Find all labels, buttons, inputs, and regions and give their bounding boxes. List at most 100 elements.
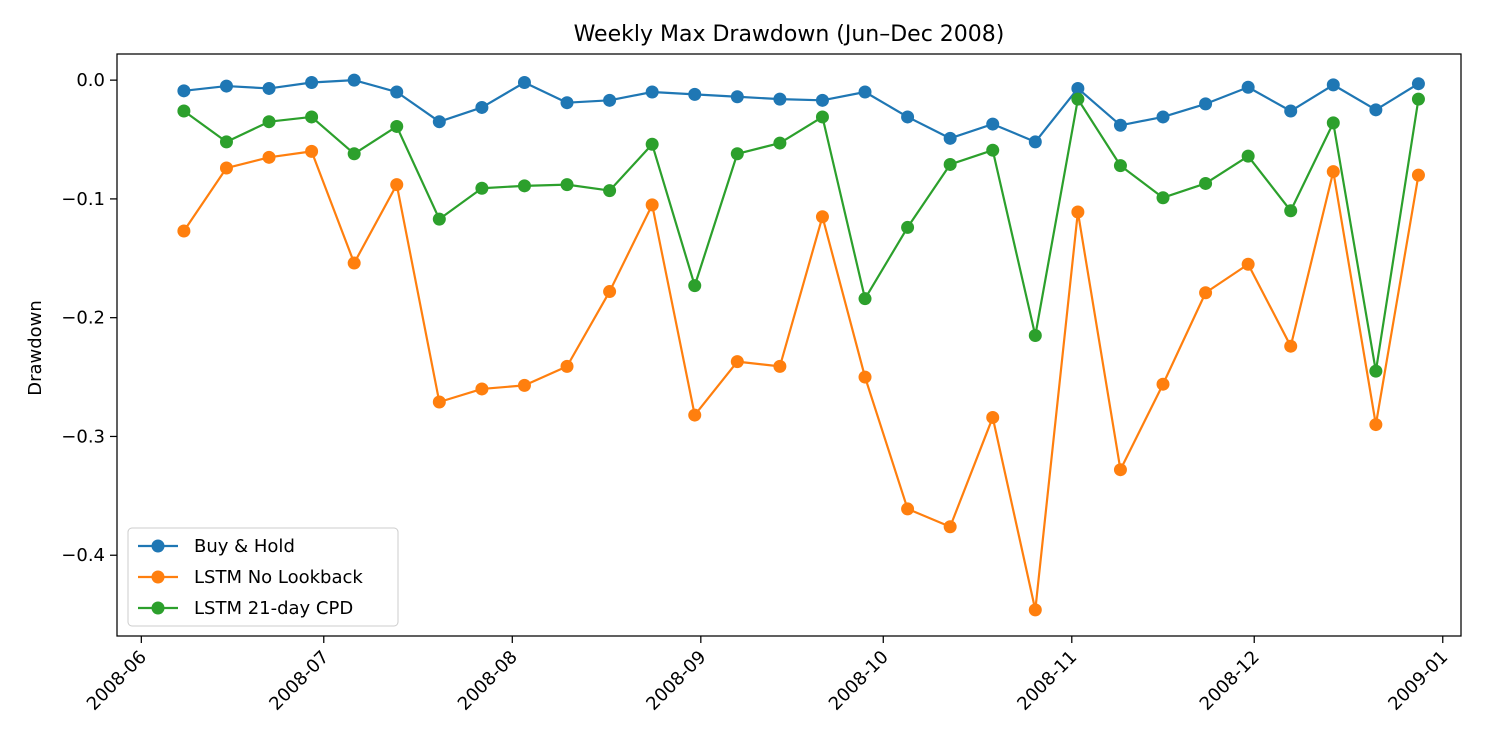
y-tick-label: 0.0 <box>76 70 105 91</box>
data-point <box>475 382 489 396</box>
y-tick-label: −0.2 <box>61 308 105 329</box>
data-point <box>305 110 319 124</box>
data-point <box>603 285 617 299</box>
data-point <box>773 136 787 150</box>
data-point <box>773 359 787 373</box>
data-point <box>645 198 659 212</box>
data-point <box>645 85 659 99</box>
data-point <box>390 119 404 133</box>
data-point <box>1241 80 1255 94</box>
data-point <box>815 93 829 107</box>
data-point <box>730 147 744 161</box>
data-point <box>432 395 446 409</box>
data-point <box>1326 165 1340 179</box>
data-point <box>1326 78 1340 92</box>
legend-marker <box>151 539 165 553</box>
data-point <box>347 256 361 270</box>
legend-label: Buy & Hold <box>194 536 295 557</box>
data-point <box>517 179 531 193</box>
data-point <box>603 93 617 107</box>
data-point <box>1156 110 1170 124</box>
data-point <box>1199 176 1213 190</box>
data-point <box>858 370 872 384</box>
data-point <box>1028 328 1042 342</box>
data-point <box>1326 116 1340 130</box>
data-point <box>1411 168 1425 182</box>
data-point <box>177 84 191 98</box>
data-point <box>347 147 361 161</box>
data-point <box>943 131 957 145</box>
data-point <box>305 76 319 90</box>
series-line <box>183 98 1420 373</box>
data-point <box>730 355 744 369</box>
data-point <box>390 85 404 99</box>
data-point <box>901 110 915 124</box>
data-point <box>177 104 191 118</box>
data-point <box>603 184 617 198</box>
data-point <box>645 137 659 151</box>
series-line <box>182 150 1420 611</box>
data-point <box>560 96 574 110</box>
data-point <box>1113 118 1127 132</box>
series-line <box>183 79 1420 143</box>
data-point <box>986 117 1000 131</box>
legend: Buy & Hold LSTM No Lookback LSTM 21-day CP… <box>127 527 399 627</box>
data-point <box>475 100 489 114</box>
data-point <box>1156 377 1170 391</box>
data-point <box>219 161 233 175</box>
data-point <box>1241 149 1255 163</box>
series-1 <box>177 144 1425 617</box>
data-point <box>773 92 787 106</box>
data-point <box>347 73 361 87</box>
data-point <box>1156 191 1170 205</box>
data-point <box>688 87 702 101</box>
data-point <box>730 90 744 104</box>
data-point <box>1071 92 1085 106</box>
y-axis: 0.0 −0.1 −0.2 −0.3 −0.4 <box>61 70 117 566</box>
data-point <box>475 181 489 195</box>
legend-item: LSTM No Lookback <box>138 567 363 588</box>
data-point <box>1241 257 1255 271</box>
data-point <box>560 178 574 192</box>
data-point <box>688 279 702 293</box>
series-2 <box>177 92 1425 378</box>
data-point <box>1028 135 1042 149</box>
data-point <box>1369 418 1383 432</box>
legend-item: LSTM 21-day CPD <box>138 598 353 619</box>
y-tick-label: −0.4 <box>61 545 105 566</box>
data-point <box>943 157 957 171</box>
data-point <box>943 520 957 534</box>
data-point <box>815 110 829 124</box>
data-point <box>517 76 531 90</box>
y-axis-label: Drawdown <box>25 300 46 396</box>
data-point <box>219 135 233 149</box>
data-point <box>262 150 276 164</box>
y-tick-label: −0.3 <box>61 426 105 447</box>
data-point <box>1411 77 1425 91</box>
data-point <box>986 143 1000 157</box>
data-point <box>1411 92 1425 106</box>
series-0 <box>177 73 1425 149</box>
data-point <box>858 292 872 306</box>
data-point <box>1199 97 1213 111</box>
data-point <box>1369 103 1383 117</box>
data-point <box>432 115 446 129</box>
data-point <box>219 79 233 93</box>
data-point <box>901 220 915 234</box>
data-point <box>432 212 446 226</box>
data-point <box>177 224 191 238</box>
data-point <box>1369 364 1383 378</box>
legend-label: LSTM 21-day CPD <box>194 598 353 619</box>
data-point <box>390 178 404 192</box>
data-point <box>1284 104 1298 118</box>
data-point <box>986 410 1000 424</box>
data-point <box>560 359 574 373</box>
legend-box <box>127 527 399 627</box>
plot-area <box>177 73 1425 617</box>
data-point <box>1071 205 1085 219</box>
data-point <box>1284 339 1298 353</box>
data-point <box>858 85 872 99</box>
axes-frame <box>116 53 1462 637</box>
data-point <box>1284 204 1298 218</box>
chart-title: Weekly Max Drawdown (Jun–Dec 2008) <box>574 22 1005 47</box>
